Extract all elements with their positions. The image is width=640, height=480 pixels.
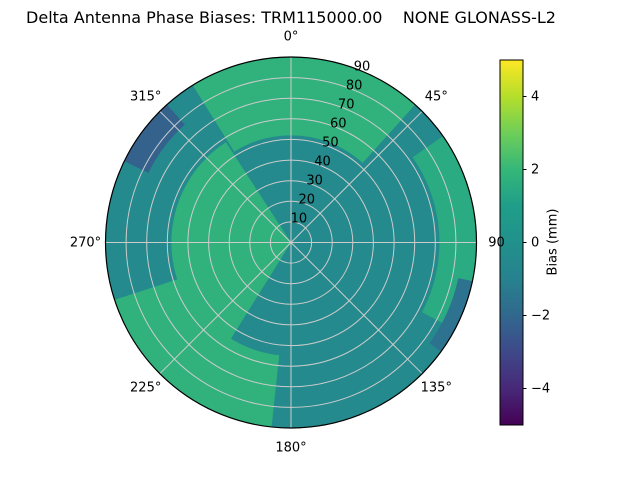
angle-tick-label: 180°	[275, 440, 307, 456]
colorbar-label: Bias (mm)	[545, 208, 561, 276]
radial-tick-label: 30	[306, 173, 323, 189]
angle-tick-label: 270°	[69, 235, 102, 250]
angle-tick-label: 90	[488, 235, 505, 250]
angle-gridline	[159, 110, 292, 243]
radial-tick-label: 40	[314, 154, 331, 170]
radial-tick-label: 80	[345, 78, 363, 94]
radial-tick-label: 70	[337, 97, 355, 113]
colorbar-tick-label: −4	[531, 381, 551, 396]
angle-gridline	[290, 110, 423, 243]
colorbar-tick-label: 0	[531, 235, 540, 250]
angle-gridline	[290, 242, 423, 375]
radial-tick-label: 60	[330, 116, 347, 132]
radial-tick-label: 90	[353, 59, 371, 75]
radial-tick-label: 10	[290, 211, 308, 227]
colorbar-tick-label: 2	[531, 162, 540, 177]
polar-spine	[104, 56, 478, 429]
colorbar-tick-label: −2	[531, 308, 551, 323]
angle-gridline	[159, 242, 292, 375]
radial-tick-label: 50	[322, 135, 339, 151]
chart-title: Delta Antenna Phase Biases: TRM115000.00…	[26, 8, 556, 27]
angle-tick-label: 225°	[130, 380, 162, 396]
angle-tick-label: 135°	[420, 380, 452, 396]
radial-tick-label: 20	[298, 192, 316, 208]
angle-tick-label: 315°	[130, 89, 162, 105]
angle-tick-label: 0°	[283, 29, 299, 45]
angle-tick-label: 45°	[424, 89, 448, 105]
colorbar-tick-label: 4	[531, 89, 540, 104]
contour-region	[429, 278, 473, 352]
